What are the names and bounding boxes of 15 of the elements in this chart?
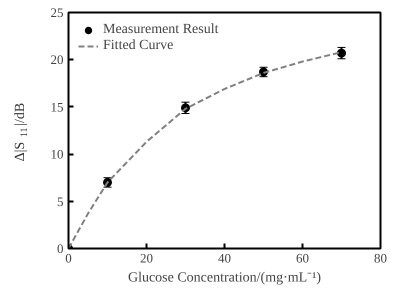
point	[337, 48, 346, 58]
legend-label: Measurement Result	[103, 22, 218, 38]
x-axis-title: Glucose Concentration/(mg·mL⁻¹)	[128, 270, 322, 286]
y-tick-label: 5	[57, 194, 64, 209]
y-tick-label: 20	[50, 52, 64, 68]
x-tick-label: 40	[218, 250, 231, 266]
y-tick-label: 15	[50, 99, 64, 114]
legend-label: Fitted Curve	[103, 38, 174, 54]
y-tick-label: 25	[50, 5, 64, 20]
x-tick-label: 20	[140, 250, 153, 266]
x-tick-label: 60	[296, 250, 309, 266]
x-tick-label: 80	[374, 250, 387, 266]
y-tick-label: 0	[57, 241, 64, 256]
y-tick-label: 10	[50, 146, 64, 162]
y-axis-title: Δ|S11|/dB	[13, 102, 30, 162]
